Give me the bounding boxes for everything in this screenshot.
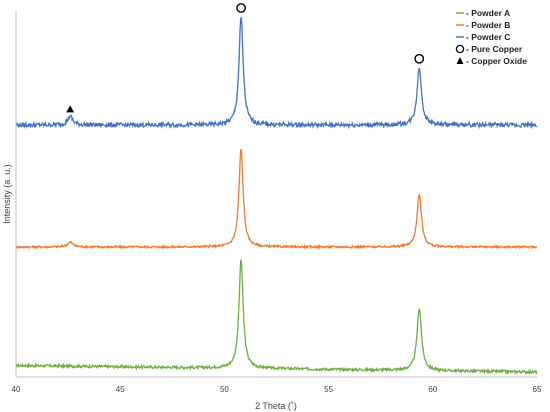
legend-swatch-copper-oxide <box>456 57 464 64</box>
legend-swatch-pure-copper <box>455 44 465 54</box>
series-line-powder-b <box>15 149 538 250</box>
x-tick-label: 55 <box>324 385 333 394</box>
x-tick-label: 60 <box>428 385 437 394</box>
legend: - Powder A - Powder B - Powder C - Pure Cop… <box>455 8 527 66</box>
series-line-powder-c <box>15 16 538 130</box>
x-axis-title: 2 Theta (˚) <box>255 401 297 411</box>
x-tick-label: 40 <box>12 385 21 394</box>
legend-label-copper-oxide: - Copper Oxide <box>466 56 527 66</box>
copper-oxide-marker <box>66 105 75 113</box>
y-axis-title: Intensity (a. u.) <box>2 164 12 224</box>
series-line-powder-a <box>15 259 538 376</box>
legend-label-powder-b: - Powder B <box>466 20 510 30</box>
marker-layer <box>66 3 425 113</box>
pure-copper-marker <box>414 53 425 64</box>
x-tick-label: 45 <box>116 385 125 394</box>
legend-label-powder-c: - Powder C <box>466 32 510 42</box>
pure-copper-marker <box>236 3 246 13</box>
x-tick-layer: 40 45 50 55 60 65 <box>12 385 542 394</box>
legend-label-powder-a: - Powder A <box>466 8 510 18</box>
x-tick-label: 50 <box>220 385 229 394</box>
x-tick-label: 65 <box>533 385 542 394</box>
legend-label-pure-copper: - Pure Copper <box>466 44 523 54</box>
series-layer <box>15 16 538 376</box>
